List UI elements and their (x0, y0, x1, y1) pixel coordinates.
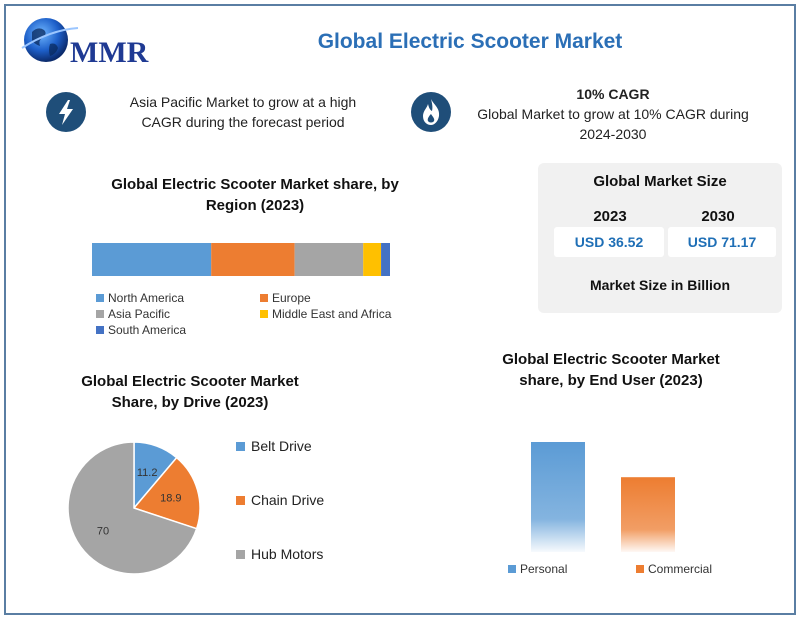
highlight-line: Global Market to grow at 10% CAGR during (477, 106, 749, 122)
legend-label: Middle East and Africa (272, 307, 392, 321)
legend-swatch (260, 310, 268, 318)
legend-label: Asia Pacific (108, 307, 171, 321)
region-title-line: Region (2023) (205, 197, 305, 214)
legend-swatch (96, 310, 104, 318)
drive-chart-title: Global Electric Scooter Market Share, by… (45, 371, 335, 413)
legend-swatch (96, 294, 104, 302)
drive-legend-item: Chain Drive (236, 492, 324, 508)
region-bar-middle-east-and-africa (363, 243, 382, 276)
legend-label: Europe (272, 291, 311, 305)
region-bar-europe (211, 243, 295, 276)
pie-label-belt-drive: 11.2 (137, 467, 158, 479)
market-size-title: Global Market Size (593, 173, 727, 190)
year-2030-label: 2030 (701, 208, 735, 225)
enduser-title-line: Global Electric Scooter Market (502, 351, 720, 368)
legend-swatch (96, 326, 104, 334)
region-bar-asia-pacific (294, 243, 364, 276)
market-size-panel: Global Market Size 2023 2030 USD 36.52 U… (538, 163, 782, 313)
enduser-chart-title: Global Electric Scooter Market share, by… (470, 349, 752, 391)
legend-swatch (508, 565, 516, 573)
drive-legend-item: Hub Motors (236, 546, 323, 562)
pie-slice-chain-drive (132, 456, 201, 530)
year-2023-label: 2023 (593, 208, 627, 225)
enduser-bar-personal (531, 442, 585, 552)
legend-swatch (236, 441, 245, 451)
region-bar-south-america (381, 243, 390, 276)
legend-label: Commercial (648, 562, 713, 576)
legend-label: Personal (520, 562, 568, 576)
enduser-bar-chart (531, 442, 675, 552)
enduser-legend: Personal Commercial (508, 562, 748, 578)
enduser-legend-item: Commercial (636, 562, 712, 576)
asia-pacific-highlight: Asia Pacific Market to grow at a high CA… (108, 92, 378, 132)
region-stacked-bar (92, 243, 390, 276)
region-legend: North America Europe Asia Pacific Middle Ea… (96, 291, 426, 339)
highlight-line: Asia Pacific Market to grow at a high (129, 94, 357, 110)
legend-label: Hub Motors (251, 546, 324, 562)
legend-label: North America (108, 291, 185, 305)
highlight-line: 2024-2030 (579, 126, 647, 142)
region-chart-title: Global Electric Scooter Market share, by… (60, 174, 450, 216)
legend-swatch (260, 294, 268, 302)
enduser-title-line: share, by End User (2023) (519, 372, 703, 389)
pie-label-hub-motors: 70 (97, 525, 109, 537)
pie-label-chain-drive: 18.9 (160, 493, 181, 505)
lightning-icon (46, 92, 86, 132)
enduser-legend-item: Personal (508, 562, 567, 576)
market-value-2023: USD 36.52 (554, 227, 664, 257)
enduser-bar-commercial (621, 477, 675, 552)
region-title-line: Global Electric Scooter Market share, by (111, 176, 399, 193)
region-legend-item: Asia Pacific (96, 307, 170, 321)
legend-swatch (236, 495, 245, 505)
market-value-2030: USD 71.17 (668, 227, 776, 257)
highlight-line: CAGR during the forecast period (141, 114, 345, 130)
legend-swatch (236, 549, 245, 559)
region-legend-item: North America (96, 291, 184, 305)
legend-swatch (636, 565, 644, 573)
legend-label: Belt Drive (251, 438, 312, 454)
drive-title-line: Share, by Drive (2023) (111, 394, 269, 411)
market-size-note: Market Size in Billion (589, 277, 731, 293)
legend-label: South America (108, 323, 187, 337)
region-legend-item: Europe (260, 291, 311, 305)
drive-title-line: Global Electric Scooter Market (81, 373, 299, 390)
cagr-highlight: 10% CAGR Global Market to grow at 10% CA… (463, 84, 763, 144)
drive-legend-item: Belt Drive (236, 438, 312, 454)
logo-text: MMR (70, 36, 149, 69)
drive-legend: Belt Drive Chain Drive Hub Motors (236, 432, 386, 572)
flame-icon (411, 92, 451, 132)
globe-logo-icon (21, 18, 79, 62)
cagr-heading: 10% CAGR (576, 86, 650, 102)
region-legend-item: Middle East and Africa (260, 307, 391, 321)
region-legend-item: South America (96, 323, 186, 337)
legend-label: Chain Drive (251, 492, 325, 508)
pie-slice-hub-motors (67, 441, 198, 575)
page-frame (4, 4, 796, 615)
drive-pie-chart: 11.2 18.9 70 (67, 441, 201, 575)
region-bar-north-america (92, 243, 212, 276)
page-title: Global Electric Scooter Market (317, 30, 623, 53)
